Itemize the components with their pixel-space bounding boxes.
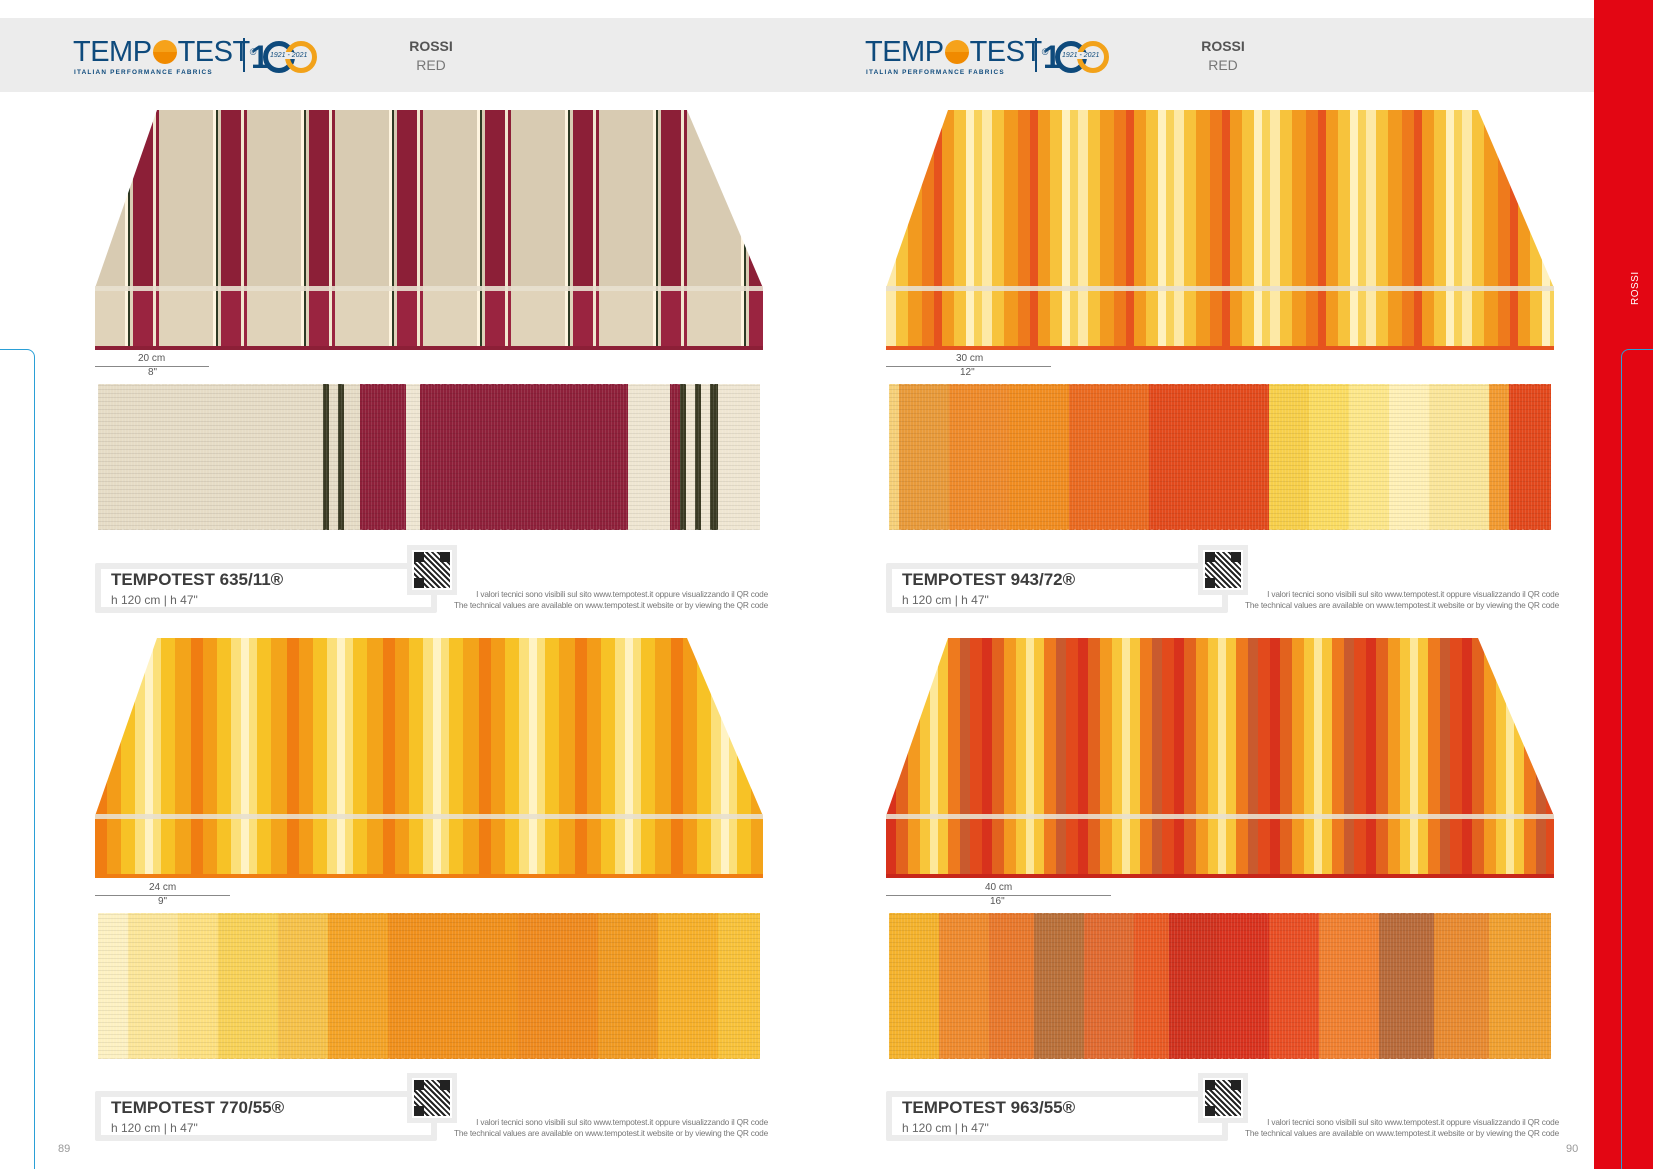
product-size: h 120 cm | h 47" — [111, 1121, 198, 1135]
qr-code-icon — [412, 1078, 452, 1118]
qr-code[interactable] — [407, 1073, 457, 1123]
sun-icon — [944, 40, 969, 64]
awning-preview — [886, 638, 1554, 878]
category-it: ROSSI — [409, 38, 453, 54]
brand-logo-left: TEMP TEST® ITALIAN PERFORMANCE FABRICS 1 … — [73, 36, 323, 90]
awning-preview — [886, 110, 1554, 350]
awning-preview — [95, 638, 763, 878]
technical-note: I valori tecnici sono visibili sul sito … — [1245, 589, 1559, 610]
page-number-right: 90 — [1566, 1143, 1579, 1155]
product-label: TEMPOTEST 943/72® h 120 cm | h 47" — [886, 563, 1228, 613]
centenary-logo: 1 1921 - 2021 — [251, 40, 321, 74]
section-tab-left — [0, 349, 35, 1169]
qr-code[interactable] — [1198, 545, 1248, 595]
fabric-swatch — [95, 910, 763, 1062]
anniversary-years: 1921 - 2021 — [269, 52, 309, 59]
fabric-swatch — [886, 381, 1554, 533]
category-it: ROSSI — [1201, 38, 1245, 54]
brand-logo-right: TEMP TEST® ITALIAN PERFORMANCE FABRICS 1 … — [865, 36, 1115, 90]
product-label: TEMPOTEST 635/11® h 120 cm | h 47" — [95, 563, 437, 613]
sun-icon — [152, 40, 177, 64]
fabric-swatch — [95, 381, 763, 533]
product-label: TEMPOTEST 770/55® h 120 cm | h 47" — [95, 1091, 437, 1141]
brand-tagline: ITALIAN PERFORMANCE FABRICS — [866, 69, 1005, 76]
product-size: h 120 cm | h 47" — [902, 1121, 989, 1135]
product-size: h 120 cm | h 47" — [111, 593, 198, 607]
section-tab-right — [1621, 349, 1653, 1169]
qr-code-icon — [1203, 550, 1243, 590]
qr-code-icon — [412, 550, 452, 590]
category-heading-left: ROSSI RED — [401, 37, 461, 75]
logo-divider — [1035, 38, 1037, 72]
technical-note: I valori tecnici sono visibili sul sito … — [454, 1117, 768, 1138]
product-label: TEMPOTEST 963/55® h 120 cm | h 47" — [886, 1091, 1228, 1141]
brand-wordmark: TEMP TEST® — [865, 36, 1048, 68]
fabric-swatch — [886, 910, 1554, 1062]
product-name: TEMPOTEST 770/55® — [111, 1098, 285, 1117]
awning-preview — [95, 110, 763, 350]
logo-divider — [243, 38, 245, 72]
sidebar-label: ROSSI — [1630, 271, 1641, 305]
brand-tagline: ITALIAN PERFORMANCE FABRICS — [74, 69, 213, 76]
category-en: RED — [416, 57, 446, 73]
product-name: TEMPOTEST 963/55® — [902, 1098, 1076, 1117]
qr-code[interactable] — [1198, 1073, 1248, 1123]
product-name: TEMPOTEST 635/11® — [111, 570, 284, 589]
qr-code[interactable] — [407, 545, 457, 595]
qr-code-icon — [1203, 1078, 1243, 1118]
technical-note: I valori tecnici sono visibili sul sito … — [1245, 1117, 1559, 1138]
product-size: h 120 cm | h 47" — [902, 593, 989, 607]
technical-note: I valori tecnici sono visibili sul sito … — [454, 589, 768, 610]
category-en: RED — [1208, 57, 1238, 73]
brand-wordmark: TEMP TEST® — [73, 36, 256, 68]
category-heading-right: ROSSI RED — [1193, 37, 1253, 75]
page-number-left: 89 — [58, 1143, 71, 1155]
centenary-logo: 1 1921 - 2021 — [1043, 40, 1113, 74]
anniversary-years: 1921 - 2021 — [1061, 52, 1101, 59]
product-name: TEMPOTEST 943/72® — [902, 570, 1076, 589]
